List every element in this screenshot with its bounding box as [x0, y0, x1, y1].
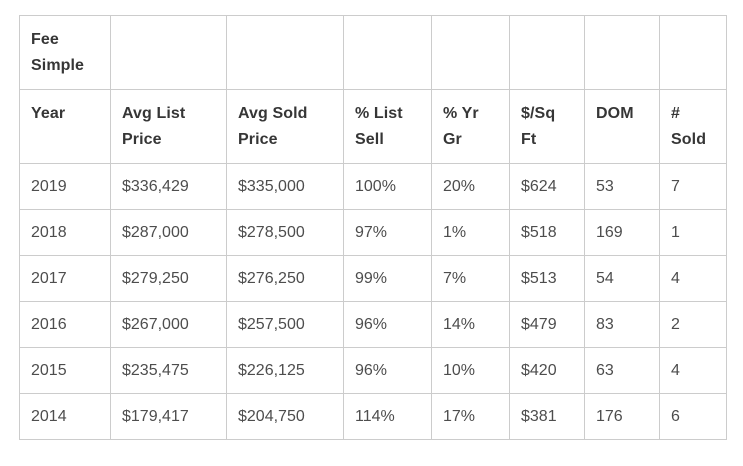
cell-num-sold: 7	[659, 163, 727, 210]
cell-price-per-sqft: $518	[509, 209, 585, 256]
cell-avg-list-price: $179,417	[110, 393, 227, 440]
fee-simple-stats-table: Fee Simple Year Avg List Price Avg Sold …	[19, 15, 727, 440]
empty-cell	[343, 15, 432, 90]
cell-avg-sold-price: $276,250	[226, 255, 344, 302]
column-header-pct-yr-gr: % Yr Gr	[431, 89, 510, 164]
cell-num-sold: 1	[659, 209, 727, 256]
cell-price-per-sqft: $624	[509, 163, 585, 210]
cell-price-per-sqft: $479	[509, 301, 585, 348]
cell-pct-list-sell: 97%	[343, 209, 432, 256]
cell-pct-yr-gr: 14%	[431, 301, 510, 348]
cell-avg-sold-price: $335,000	[226, 163, 344, 210]
cell-pct-list-sell: 96%	[343, 347, 432, 394]
table-row-2015: 2015 $235,475 $226,125 96% 10% $420 63 4	[19, 347, 727, 394]
empty-cell	[584, 15, 660, 90]
cell-pct-list-sell: 96%	[343, 301, 432, 348]
cell-year: 2016	[19, 301, 111, 348]
cell-pct-yr-gr: 20%	[431, 163, 510, 210]
cell-pct-list-sell: 114%	[343, 393, 432, 440]
cell-dom: 53	[584, 163, 660, 210]
cell-price-per-sqft: $513	[509, 255, 585, 302]
table-row-2019: 2019 $336,429 $335,000 100% 20% $624 53 …	[19, 163, 727, 210]
cell-num-sold: 4	[659, 347, 727, 394]
cell-dom: 169	[584, 209, 660, 256]
cell-avg-list-price: $336,429	[110, 163, 227, 210]
cell-num-sold: 6	[659, 393, 727, 440]
cell-avg-list-price: $279,250	[110, 255, 227, 302]
cell-dom: 54	[584, 255, 660, 302]
empty-cell	[659, 15, 727, 90]
column-header-pct-list-sell: % List Sell	[343, 89, 432, 164]
cell-price-per-sqft: $420	[509, 347, 585, 394]
table-title-row: Fee Simple	[19, 15, 727, 90]
table-row-2017: 2017 $279,250 $276,250 99% 7% $513 54 4	[19, 255, 727, 302]
empty-cell	[110, 15, 227, 90]
cell-avg-sold-price: $204,750	[226, 393, 344, 440]
table-header-row: Year Avg List Price Avg Sold Price % Lis…	[19, 89, 727, 164]
cell-dom: 63	[584, 347, 660, 394]
table-row-2018: 2018 $287,000 $278,500 97% 1% $518 169 1	[19, 209, 727, 256]
cell-avg-sold-price: $278,500	[226, 209, 344, 256]
cell-pct-yr-gr: 10%	[431, 347, 510, 394]
cell-num-sold: 4	[659, 255, 727, 302]
column-header-num-sold: # Sold	[659, 89, 727, 164]
cell-avg-list-price: $267,000	[110, 301, 227, 348]
cell-year: 2014	[19, 393, 111, 440]
column-header-year: Year	[19, 89, 111, 164]
empty-cell	[226, 15, 344, 90]
cell-year: 2018	[19, 209, 111, 256]
cell-pct-list-sell: 99%	[343, 255, 432, 302]
cell-year: 2017	[19, 255, 111, 302]
cell-avg-sold-price: $226,125	[226, 347, 344, 394]
cell-dom: 176	[584, 393, 660, 440]
cell-avg-list-price: $287,000	[110, 209, 227, 256]
cell-year: 2015	[19, 347, 111, 394]
cell-avg-list-price: $235,475	[110, 347, 227, 394]
empty-cell	[509, 15, 585, 90]
cell-num-sold: 2	[659, 301, 727, 348]
cell-pct-yr-gr: 7%	[431, 255, 510, 302]
empty-cell	[431, 15, 510, 90]
table-row-2016: 2016 $267,000 $257,500 96% 14% $479 83 2	[19, 301, 727, 348]
cell-year: 2019	[19, 163, 111, 210]
cell-pct-yr-gr: 1%	[431, 209, 510, 256]
column-header-avg-sold-price: Avg Sold Price	[226, 89, 344, 164]
cell-pct-yr-gr: 17%	[431, 393, 510, 440]
column-header-dom: DOM	[584, 89, 660, 164]
cell-pct-list-sell: 100%	[343, 163, 432, 210]
cell-price-per-sqft: $381	[509, 393, 585, 440]
table-title: Fee Simple	[19, 15, 111, 90]
cell-avg-sold-price: $257,500	[226, 301, 344, 348]
column-header-price-per-sqft: $/Sq Ft	[509, 89, 585, 164]
table-row-2014: 2014 $179,417 $204,750 114% 17% $381 176…	[19, 393, 727, 440]
cell-dom: 83	[584, 301, 660, 348]
column-header-avg-list-price: Avg List Price	[110, 89, 227, 164]
